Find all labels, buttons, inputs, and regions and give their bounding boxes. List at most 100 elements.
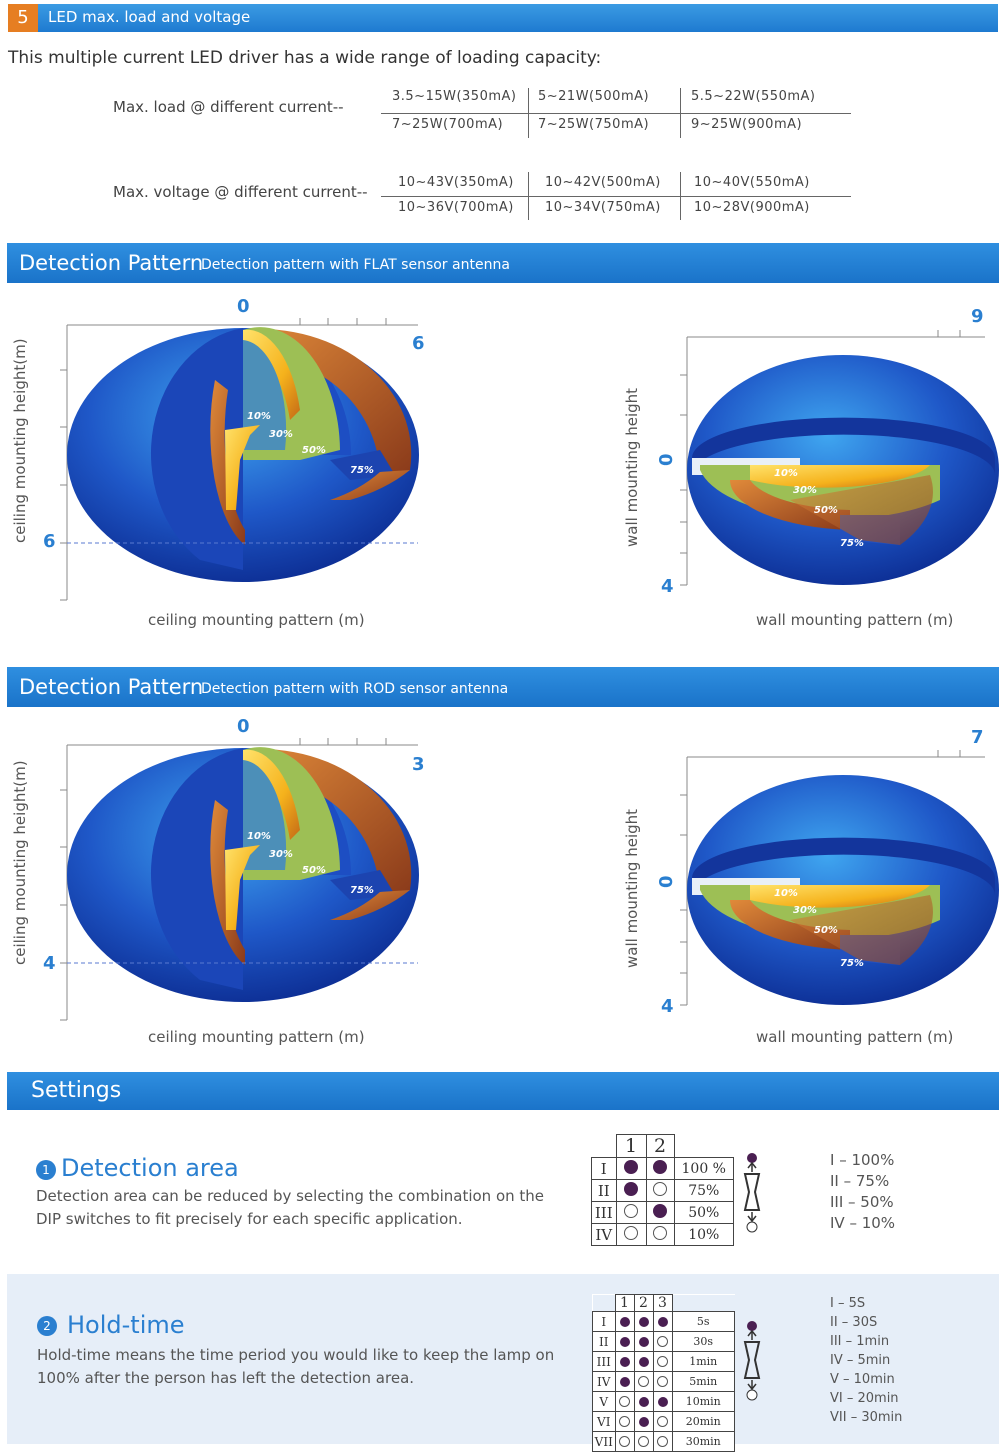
table-row: III 1min	[592, 1351, 735, 1372]
detection-text-line: Detection area can be reduced by selecti…	[36, 1187, 545, 1205]
dip-on-dot	[624, 1182, 638, 1196]
axis-number: 3	[412, 754, 425, 775]
wall-height-label: wall mounting height	[623, 387, 641, 547]
hold-time-text: Hold-time means the time period you woul…	[37, 1344, 554, 1390]
flat-wall-diagram: 10% 30% 50% 75%	[680, 330, 999, 586]
rod-wall-diagram: 10% 30% 50% 75%	[680, 750, 999, 1006]
dip-on-dot	[619, 1337, 630, 1347]
dip-on-dot	[619, 1377, 630, 1387]
axis-number: 0	[656, 453, 677, 466]
dip-switch	[615, 1201, 647, 1224]
load-cell: 7~25W(750mA)	[538, 117, 650, 132]
dip-switch	[633, 1311, 654, 1332]
dip-col-header: 3	[652, 1294, 673, 1312]
dip-off-dot	[653, 1226, 667, 1240]
legend-item: II – 75%	[830, 1172, 890, 1190]
dip-corner	[671, 1294, 735, 1312]
axis-number: 4	[661, 576, 674, 597]
pct-label: 50%	[814, 925, 838, 936]
dip-row-id: III	[592, 1351, 616, 1372]
pct-label: 10%	[774, 468, 798, 479]
table-row: VI 20min	[592, 1411, 735, 1432]
dip-off-dot	[653, 1182, 667, 1196]
pct-label: 10%	[774, 888, 798, 899]
dip-corner	[673, 1134, 734, 1158]
pct-label: 10%	[247, 831, 271, 842]
dip-switch	[652, 1391, 673, 1412]
dip-value: 5s	[671, 1311, 735, 1332]
legend-item: IV – 5min	[830, 1353, 891, 1368]
dip-switch	[614, 1371, 635, 1392]
dip-row-id: II	[592, 1331, 616, 1352]
settings-header: Settings	[7, 1072, 999, 1110]
dip-switch	[614, 1411, 635, 1432]
pct-label: 10%	[247, 411, 271, 422]
axis-number: 6	[412, 333, 425, 354]
legend-item: V – 10min	[830, 1372, 895, 1387]
ceiling-height-label: ceiling mounting height(m)	[11, 338, 29, 543]
dip-value: 10min	[671, 1391, 735, 1412]
dip-on-dot	[653, 1204, 667, 1218]
dip-row-id: VI	[592, 1411, 616, 1432]
ceiling-pattern-label: ceiling mounting pattern (m)	[148, 1028, 365, 1046]
dip-off-dot	[619, 1396, 630, 1407]
load-cell: 5.5~22W(550mA)	[691, 89, 816, 104]
dip-switch	[615, 1157, 647, 1180]
dip-off-dot	[638, 1436, 649, 1447]
dip-on-dot	[638, 1337, 649, 1347]
pct-label: 30%	[269, 429, 293, 440]
wall-pattern-label: wall mounting pattern (m)	[756, 611, 954, 629]
legend-item: I – 5S	[830, 1296, 866, 1311]
pct-label: 75%	[350, 885, 374, 896]
pct-label: 30%	[793, 905, 817, 916]
section5-title: LED max. load and voltage	[48, 8, 251, 26]
dip-on-dot	[638, 1417, 649, 1427]
rod-pattern-title: Detection Pattern	[19, 675, 204, 699]
table-row: II 30s	[592, 1331, 735, 1352]
dip-switch	[652, 1311, 673, 1332]
axis-number: 6	[43, 531, 56, 552]
axis-number: 0	[237, 716, 250, 737]
table-row: V 10min	[592, 1391, 735, 1412]
detection-dip-table: 1 2 I 100 % II 75% III 50% IV 10%	[591, 1134, 734, 1246]
flat-pattern-header: Detection Pattern Detection pattern with…	[7, 243, 999, 283]
dip-off-dot	[619, 1436, 630, 1447]
detection-text-line: DIP switches to fit precisely for each s…	[36, 1210, 463, 1228]
dip-row-id: VII	[592, 1431, 616, 1452]
dip-switch	[652, 1411, 673, 1432]
dip-row-id: V	[592, 1391, 616, 1412]
rod-pattern-header: Detection Pattern Detection pattern with…	[7, 667, 999, 707]
hold-legend: I – 5S II – 30S III – 1min IV – 5min V –…	[830, 1294, 902, 1427]
voltage-cell: 10~42V(500mA)	[545, 175, 661, 190]
settings-title: Settings	[31, 1078, 122, 1103]
dip-on-dot	[619, 1317, 630, 1327]
legend-item: III – 1min	[830, 1334, 890, 1349]
dip-switch	[633, 1431, 654, 1452]
divider	[528, 88, 529, 138]
dip-switch	[615, 1179, 647, 1202]
table-row: VII 30min	[592, 1431, 735, 1452]
dip-on-dot	[638, 1357, 649, 1367]
flat-pattern-subtitle: Detection pattern with FLAT sensor anten…	[201, 257, 510, 273]
dip-on-dot	[653, 1160, 667, 1174]
dip-switch	[652, 1371, 673, 1392]
dip-switch	[633, 1391, 654, 1412]
dip-row-id: I	[592, 1311, 616, 1332]
flat-ceiling-diagram: 10% 30% 50% 75%	[60, 318, 419, 601]
pct-label: 50%	[814, 505, 838, 516]
dip-value: 30s	[671, 1331, 735, 1352]
dip-value: 100 %	[673, 1157, 734, 1180]
table-row: IV 5min	[592, 1371, 735, 1392]
dip-switch	[645, 1223, 675, 1246]
hold-text-line: Hold-time means the time period you woul…	[37, 1346, 555, 1364]
dip-value: 5min	[671, 1371, 735, 1392]
dip-on-dot	[624, 1160, 638, 1174]
rod-pattern-subtitle: Detection pattern with ROD sensor antenn…	[201, 681, 509, 697]
ceiling-pattern-label: ceiling mounting pattern (m)	[148, 611, 365, 629]
dip-on-dot	[619, 1357, 630, 1367]
dip-switch	[633, 1371, 654, 1392]
voltage-cell: 10~40V(550mA)	[694, 175, 810, 190]
dip-on-dot	[657, 1397, 668, 1407]
detection-area-text: Detection area can be reduced by selecti…	[36, 1185, 544, 1231]
detection-area-title: Detection area	[61, 1154, 239, 1182]
